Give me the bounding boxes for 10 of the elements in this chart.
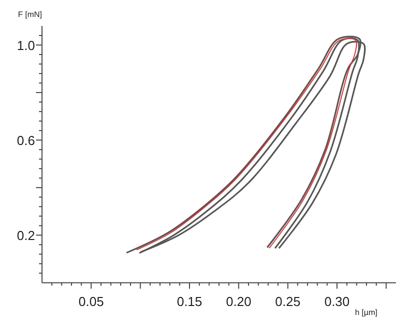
x-axis-title: h [µm]	[355, 308, 378, 317]
y-tick-label: 1.0	[16, 38, 35, 54]
y-tick-label: 0.2	[16, 228, 35, 244]
y-axis-title: F [mN]	[18, 10, 42, 19]
x-tick-label: 0.25	[275, 294, 300, 309]
x-tick-label: 0.30	[324, 294, 350, 309]
x-tick-label: 0.15	[176, 294, 202, 309]
x-tick-label: 0.05	[78, 294, 104, 309]
y-tick-label: 0.6	[16, 133, 35, 148]
x-tick-label: 0.20	[226, 294, 252, 309]
